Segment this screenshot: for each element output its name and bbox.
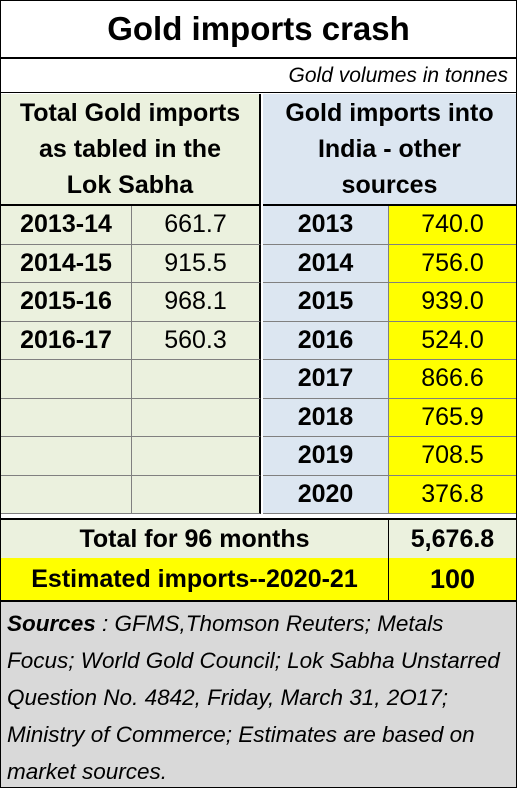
- year-cell: 2016: [263, 321, 389, 360]
- fiscal-year-cell: 2016-17: [1, 321, 132, 360]
- year-value-cell: 756.0: [389, 244, 516, 283]
- table-row: 2015-16 968.1 2015 939.0: [1, 283, 516, 322]
- fiscal-value-cell: [132, 475, 261, 514]
- sources-note: Sources : GFMS,Thomson Reuters; Metals F…: [1, 602, 516, 787]
- table-row: 2019 708.5: [1, 437, 516, 476]
- total-value: 5,676.8: [410, 524, 495, 553]
- table-row: 2020 376.8: [1, 475, 516, 514]
- year-cell: 2018: [263, 398, 389, 437]
- fiscal-value-cell: 968.1: [132, 283, 261, 322]
- header-right-line: India - other: [317, 135, 462, 163]
- sources-text: : GFMS,Thomson Reuters; Metals Focus; Wo…: [7, 611, 500, 784]
- units-note: Gold volumes in tonnes: [1, 59, 516, 93]
- total-label: Total for 96 months: [1, 520, 389, 558]
- fiscal-value-cell: [132, 437, 261, 476]
- estimate-value: 100: [429, 563, 476, 594]
- total-row: Total for 96 months 5,676.8: [1, 518, 516, 560]
- header-left-line: as tabled in the: [39, 135, 221, 163]
- table-row: 2017 866.6: [1, 360, 516, 399]
- fiscal-value-cell: 915.5: [132, 244, 261, 283]
- fiscal-year-cell: 2014-15: [1, 244, 132, 283]
- estimate-row: Estimated imports--2020-21 100: [1, 558, 516, 602]
- fiscal-year-cell: 2015-16: [1, 283, 132, 322]
- table-row: 2016-17 560.3 2016 524.0: [1, 321, 516, 360]
- header-other-sources: Gold imports into India - other sources: [263, 94, 516, 206]
- header-left-line: Lok Sabha: [66, 171, 194, 199]
- table-title: Gold imports crash: [1, 1, 516, 59]
- fiscal-value-cell: 560.3: [132, 321, 261, 360]
- table-row: 2018 765.9: [1, 398, 516, 437]
- fiscal-value-cell: [132, 360, 261, 399]
- data-grid: 2013-14 661.7 2013 740.0 2014-15 915.5 2…: [1, 206, 516, 514]
- table-row: 2013-14 661.7 2013 740.0: [1, 206, 516, 245]
- header-lok-sabha: Total Gold imports as tabled in the Lok …: [1, 94, 261, 206]
- year-cell: 2014: [263, 244, 389, 283]
- year-cell: 2019: [263, 437, 389, 476]
- fiscal-year-cell: [1, 437, 132, 476]
- year-value-cell: 708.5: [389, 437, 516, 476]
- year-cell: 2017: [263, 360, 389, 399]
- year-cell: 2013: [263, 206, 389, 245]
- year-value-cell: 939.0: [389, 283, 516, 322]
- year-cell: 2015: [263, 283, 389, 322]
- fiscal-value-cell: [132, 398, 261, 437]
- year-value-cell: 866.6: [389, 360, 516, 399]
- fiscal-year-cell: 2013-14: [1, 206, 132, 245]
- fiscal-year-cell: [1, 360, 132, 399]
- fiscal-year-cell: [1, 398, 132, 437]
- sources-label: Sources: [7, 611, 96, 636]
- year-value-cell: 376.8: [389, 475, 516, 514]
- year-value-cell: 740.0: [389, 206, 516, 245]
- header-right-line: Gold imports into: [285, 99, 494, 127]
- fiscal-year-cell: [1, 475, 132, 514]
- header-left-line: Total Gold imports: [19, 99, 241, 127]
- year-value-cell: 524.0: [389, 321, 516, 360]
- fiscal-value-cell: 661.7: [132, 206, 261, 245]
- header-right-line: sources: [341, 171, 438, 199]
- table-row: 2014-15 915.5 2014 756.0: [1, 244, 516, 283]
- estimate-label: Estimated imports--2020-21: [1, 558, 389, 600]
- year-value-cell: 765.9: [389, 398, 516, 437]
- year-cell: 2020: [263, 475, 389, 514]
